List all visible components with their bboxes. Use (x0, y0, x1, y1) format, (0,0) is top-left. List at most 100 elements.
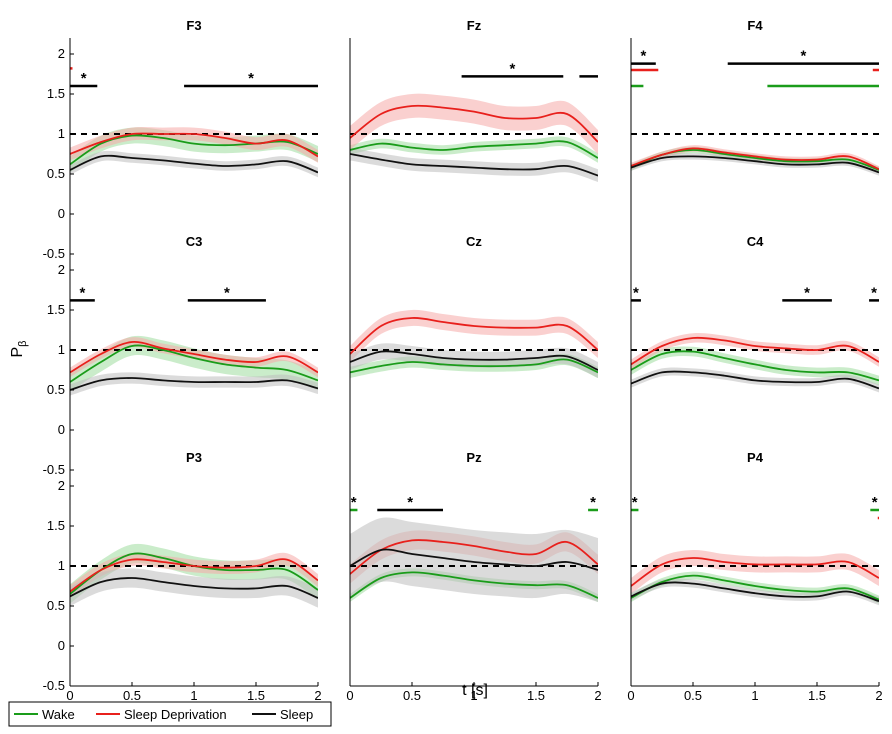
x-tick-label: 0 (627, 688, 634, 703)
x-tick-label: 0.5 (684, 688, 702, 703)
series-line-wake (350, 140, 598, 159)
x-tick-label: 1.5 (808, 688, 826, 703)
confidence-band-sleep-deprivation (631, 332, 879, 370)
series-line-sleep-deprivation (70, 558, 318, 593)
y-tick-label: 1 (58, 342, 65, 357)
y-tick-label: 0.5 (47, 598, 65, 613)
series-line-wake (631, 350, 879, 382)
x-tick-label: 0.5 (123, 688, 141, 703)
legend: Wake Sleep Deprivation Sleep (8, 701, 332, 727)
series-line-wake (631, 574, 879, 601)
x-tick-label: 0 (346, 688, 353, 703)
confidence-band-sleep (631, 578, 879, 606)
y-tick-label: 2 (58, 478, 65, 493)
significance-star: * (224, 284, 230, 301)
significance-star: * (81, 70, 87, 87)
panel-title: P3 (186, 450, 202, 465)
significance-star: * (590, 494, 596, 511)
legend-item-sleep: Sleep (252, 707, 313, 722)
panel-title: F3 (186, 18, 201, 33)
x-tick-label: 2 (875, 688, 882, 703)
legend-label: Sleep (280, 707, 313, 722)
panel-pz: * * * 0 0.5 1 1.5 2 Pz (346, 450, 601, 703)
x-tick-label: 0.5 (403, 688, 421, 703)
panel-cz: Cz (349, 234, 598, 470)
series-line-sleep (70, 377, 318, 391)
y-tick-label: 1 (58, 558, 65, 573)
series-line-sleep (631, 370, 879, 390)
panel-p4: * * 0 0.5 1 1.5 2 P4 (627, 450, 882, 703)
series-line-sleep-deprivation (350, 317, 598, 355)
significance-star: * (872, 494, 878, 511)
significance-star: * (804, 284, 810, 301)
plot-area (631, 332, 879, 393)
y-tick-label: 1.5 (47, 302, 65, 317)
y-tick-label: 0.5 (47, 166, 65, 181)
panel-title: C3 (186, 234, 203, 249)
y-tick-label: 2 (58, 262, 65, 277)
series-line-wake (70, 344, 318, 383)
series-line-sleep-deprivation (631, 557, 879, 587)
y-tick-label: 0 (58, 638, 65, 653)
panel-title: Fz (467, 18, 482, 33)
plot-area (631, 549, 879, 606)
y-tick-label: 1.5 (47, 518, 65, 533)
confidence-band-sleep (70, 372, 318, 396)
plot-area (350, 309, 598, 378)
y-tick-label: 2 (58, 46, 65, 61)
confidence-band-sleep-deprivation (350, 309, 598, 362)
confidence-band-wake (70, 335, 318, 392)
x-tick-label: 2 (594, 688, 601, 703)
legend-items: Wake Sleep Deprivation Sleep (14, 707, 313, 722)
series-line-sleep-deprivation (631, 336, 879, 366)
series-line-sleep (350, 350, 598, 371)
series-line-sleep (631, 581, 879, 603)
significance-star: * (510, 60, 516, 77)
legend-item-wake: Wake (14, 707, 75, 722)
series-line-sleep (350, 153, 598, 177)
panel-title: Pz (466, 450, 482, 465)
x-tick-label: 1 (751, 688, 758, 703)
confidence-band-sleep-deprivation (350, 93, 598, 154)
x-tick-label: 1 (470, 688, 477, 703)
y-tick-label: 1.5 (47, 86, 65, 101)
panel-f3: * * -0.5 0 0.5 1 1.5 2 F3 (43, 18, 318, 261)
y-tick-label: 0.5 (47, 382, 65, 397)
significance-star: * (407, 494, 413, 511)
plot-area (70, 335, 318, 396)
legend-label: Sleep Deprivation (124, 707, 227, 722)
series-line-sleep-deprivation (631, 147, 879, 171)
y-tick-label: 0 (58, 422, 65, 437)
significance-star: * (351, 494, 357, 511)
series-line-sleep-deprivation (70, 132, 318, 158)
panel-fz: * Fz (349, 18, 598, 254)
significance-star: * (79, 284, 85, 301)
x-tick-label: 0 (66, 688, 73, 703)
y-axis-label-subscript: β (17, 341, 29, 347)
y-tick-label: 0 (58, 206, 65, 221)
significance-star: * (640, 48, 646, 65)
x-tick-label: 1.5 (247, 688, 265, 703)
y-tick-label: 1 (58, 126, 65, 141)
plot-area (350, 517, 598, 602)
x-tick-label: 1.5 (527, 688, 545, 703)
plot-area (70, 543, 318, 608)
panel-c3: * * -0.5 0 0.5 1 1.5 2 C3 (43, 234, 318, 477)
series-line-sleep (631, 155, 879, 174)
x-axis-label: t [s] (462, 682, 488, 699)
x-tick-label: 2 (314, 688, 321, 703)
y-tick-label: -0.5 (43, 462, 65, 477)
confidence-band-wake (631, 346, 879, 386)
confidence-band-sleep (350, 343, 598, 378)
series-line-wake (350, 358, 598, 374)
plot-area (70, 127, 318, 178)
series-line-wake (350, 571, 598, 599)
panels: * * -0.5 0 0.5 1 1.5 2 F3 * Fz * * F4 * * -0.5 0 0.5 1 1.5 2 C… (43, 18, 883, 703)
x-tick-label: 1 (190, 688, 197, 703)
legend-box (8, 701, 332, 727)
panel-title: F4 (747, 18, 763, 33)
panel-title: C4 (747, 234, 764, 249)
y-tick-label: -0.5 (43, 246, 65, 261)
y-axis-label-main: P (9, 347, 26, 358)
